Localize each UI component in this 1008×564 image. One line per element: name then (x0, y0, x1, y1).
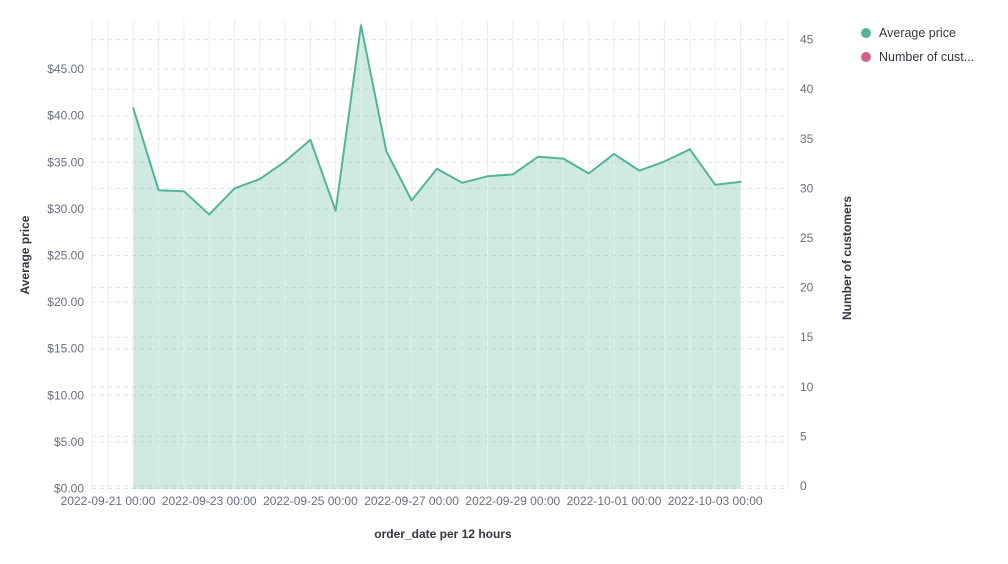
y-axis-left-tick-label: $0.00 (54, 482, 84, 496)
y-axis-right-tick-label: 15 (800, 330, 814, 344)
y-axis-left-tick-label: $25.00 (47, 249, 84, 263)
y-axis-right-tick-label: 35 (800, 132, 814, 146)
x-axis-tick-label: 2022-09-29 00:00 (465, 494, 560, 508)
legend: Average price Number of cust... (861, 21, 974, 69)
average-price-line[interactable] (132, 24, 742, 216)
legend-label: Average price (879, 26, 956, 40)
legend-label: Number of cust... (879, 50, 975, 64)
legend-item-number-of-customers[interactable]: Number of cust... (861, 45, 974, 69)
y-axis-left-tick-label: $45.00 (47, 62, 84, 76)
y-axis-right-tick-label: 30 (800, 181, 814, 195)
y-axis-right-tick-label: 0 (800, 479, 807, 493)
x-axis-tick-label: 2022-09-25 00:00 (263, 494, 358, 508)
x-axis-title: order_date per 12 hours (374, 527, 512, 541)
y-axis-left-tick-label: $15.00 (47, 342, 84, 356)
y-axis-left-tick-label: $20.00 (47, 295, 84, 309)
legend-item-average-price[interactable]: Average price (861, 21, 974, 45)
x-axis-tick-label: 2022-10-03 00:00 (668, 494, 763, 508)
y-axis-title-left: Average price (18, 215, 32, 295)
y-axis-left-tick-label: $35.00 (47, 155, 84, 169)
x-axis-tick-label: 2022-10-01 00:00 (567, 494, 662, 508)
y-axis-left-tick-label: $10.00 (47, 388, 84, 402)
y-axis-right-tick-label: 10 (800, 380, 814, 394)
gridlines-horizontal (92, 39, 788, 489)
y-axis-right-tick-label: 40 (800, 82, 814, 96)
y-axis-right-tick-label: 5 (800, 429, 807, 443)
y-axis-left-tick-label: $40.00 (47, 109, 84, 123)
legend-dot-number-of-customers (861, 52, 871, 62)
x-axis-tick-label: 2022-09-23 00:00 (162, 494, 257, 508)
y-axis-right-tick-label: 25 (800, 231, 814, 245)
y-axis-title-right: Number of customers (840, 195, 854, 321)
y-axis-right-tick-label: 45 (800, 33, 814, 47)
y-axis-right-tick-label: 20 (800, 281, 814, 295)
y-axis-left-tick-label: $5.00 (54, 435, 84, 449)
y-axis-left-tick-label: $30.00 (47, 202, 84, 216)
x-axis-tick-label: 2022-09-27 00:00 (364, 494, 459, 508)
x-axis-tick-label: 2022-09-21 00:00 (61, 494, 156, 508)
legend-dot-average-price (861, 28, 871, 38)
